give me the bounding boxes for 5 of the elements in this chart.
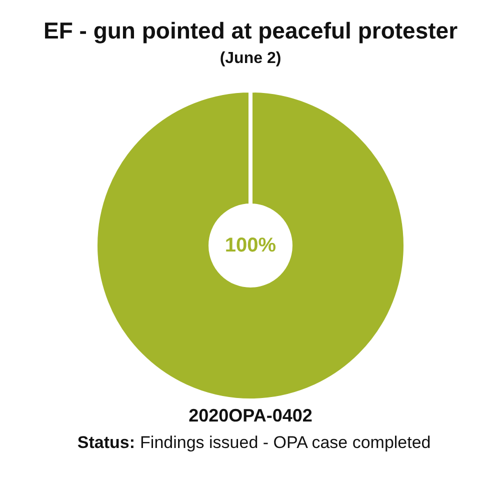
text: Status: Findings issued - OPA case completed — [77, 433, 431, 452]
chart-title: EF - gun pointed at peaceful protester — [43, 18, 458, 44]
chart-subtitle: (June 2) — [220, 50, 282, 67]
data-label: 100% — [224, 234, 276, 256]
text: 2020OPA-0402 — [188, 406, 312, 426]
